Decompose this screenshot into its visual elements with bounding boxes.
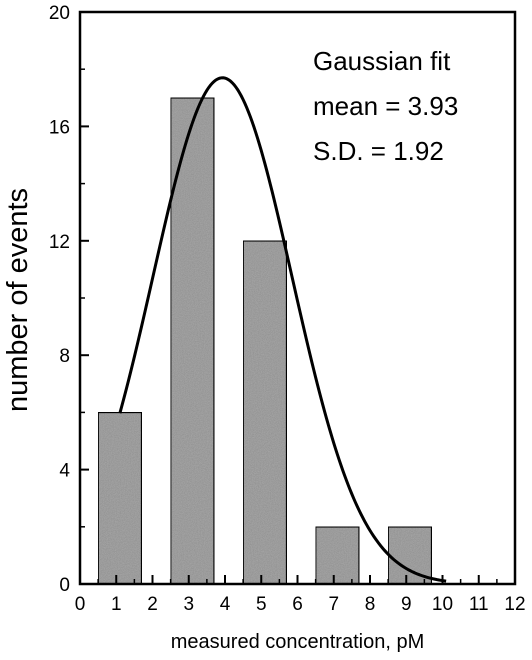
y-tick-label: 0 [59,575,70,596]
gaussian-fit-curve [118,76,447,583]
y-tick-label: 8 [59,346,70,367]
bars-group [97,97,433,585]
x-tick-label: 5 [256,594,267,615]
x-tick-label: 4 [220,594,231,615]
x-tick-label: 7 [328,594,339,615]
y-tick-label: 4 [59,461,70,482]
annotation-sd: S.D. = 1.92 [313,136,444,166]
x-tick-label: 3 [183,594,194,615]
y-tick-label: 16 [49,117,70,138]
x-tick-label: 0 [75,594,86,615]
x-tick-label: 10 [432,594,453,615]
x-tick-label: 8 [365,594,376,615]
x-tick-label: 12 [504,594,525,615]
annotation-mean: mean = 3.93 [313,91,458,121]
x-axis-ticks: 0 1 2 3 4 5 6 7 8 9 10 11 12 [75,575,526,615]
bar-1 [97,411,143,585]
bar-2 [169,97,215,585]
y-tick-label: 20 [49,3,70,24]
y-axis-ticks: 0 4 8 12 16 20 [49,3,89,596]
y-tick-label: 12 [49,232,70,253]
x-tick-label: 2 [147,594,158,615]
x-tick-label: 1 [111,594,122,615]
x-tick-label: 6 [292,594,303,615]
x-axis-label: measured concentration, pM [171,631,424,653]
bar-4 [314,526,360,585]
bar-5 [387,526,433,585]
y-axis-label: number of events [2,188,34,412]
bar-3 [242,240,288,585]
annotation-fit-title: Gaussian fit [313,46,451,76]
x-tick-label: 11 [469,594,489,615]
x-tick-label: 9 [401,594,412,615]
